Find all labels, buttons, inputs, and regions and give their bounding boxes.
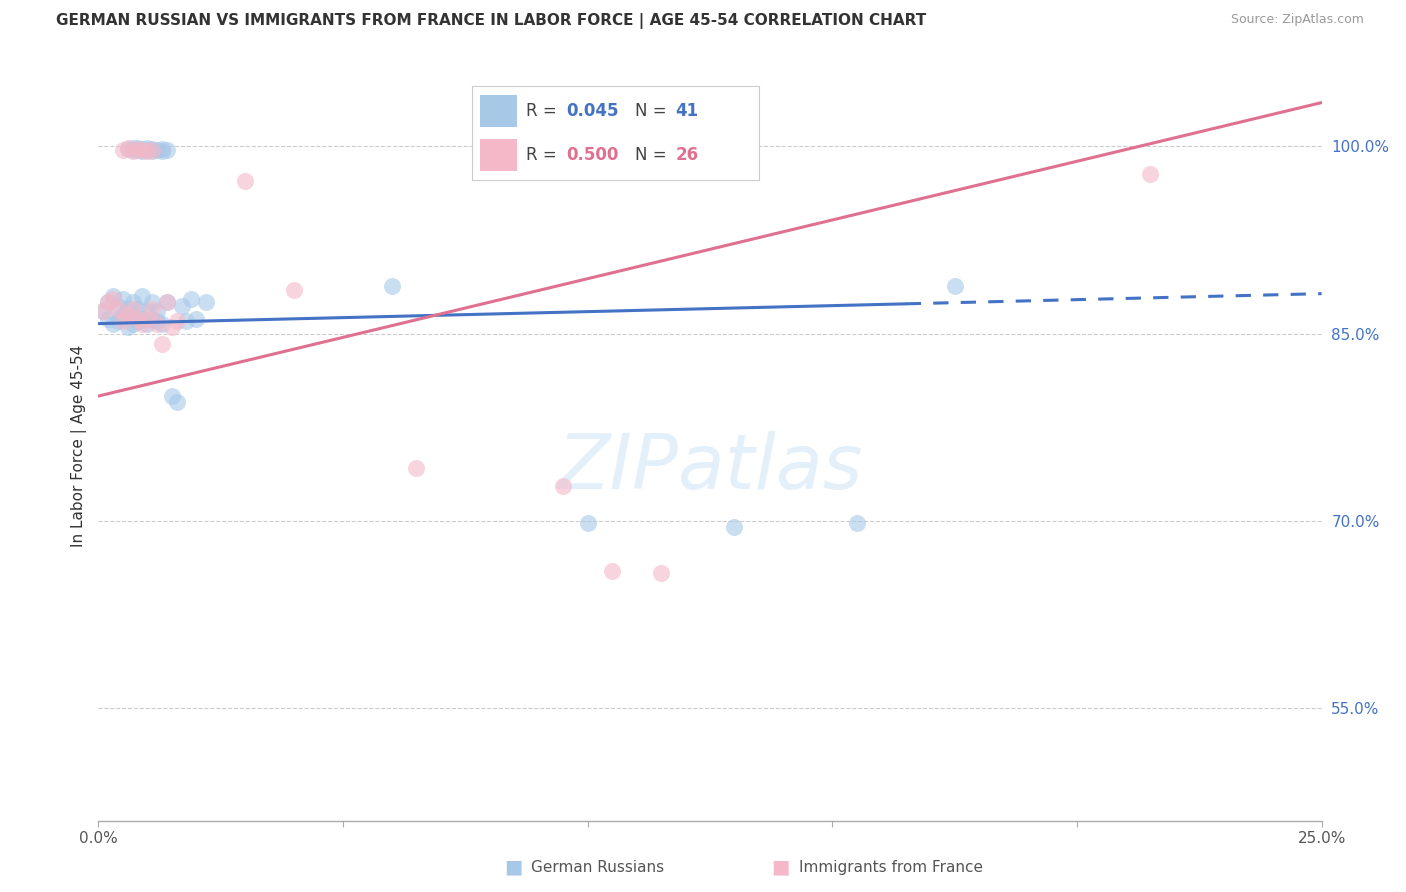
Point [166,395,188,409]
Point [180,292,202,306]
Point [1139,167,1161,181]
Point [141,145,163,159]
Point [141,301,163,316]
Point [111,143,134,157]
Point [121,295,143,310]
Point [91,304,114,318]
Point [121,308,143,322]
Text: ZIPatlas: ZIPatlas [557,432,863,506]
Point [111,308,134,322]
Point [160,389,183,403]
Text: ■: ■ [503,857,523,877]
Point [107,314,129,328]
Text: ■: ■ [770,857,790,877]
Point [136,140,159,154]
Point [170,299,193,313]
Point [141,143,163,157]
Point [127,142,149,156]
Point [101,292,124,306]
Point [156,295,179,310]
Point [127,143,149,157]
Point [405,461,427,475]
Point [127,140,149,154]
Point [176,314,198,328]
Text: Source: ZipAtlas.com: Source: ZipAtlas.com [1230,13,1364,27]
Text: Immigrants from France: Immigrants from France [799,860,983,874]
Point [121,143,143,157]
Point [576,516,599,531]
Point [136,304,159,318]
Point [150,145,173,159]
Point [107,301,129,316]
Point [943,279,966,293]
Point [131,143,153,157]
Point [136,317,159,331]
Point [121,140,143,154]
Point [91,304,114,318]
Point [136,311,159,326]
Point [156,295,179,310]
Point [146,317,169,331]
Point [101,289,124,303]
Point [600,564,623,578]
Point [117,308,139,322]
Point [141,311,163,326]
Point [131,145,153,159]
Point [136,143,159,157]
Point [381,279,404,293]
Point [117,142,139,156]
Point [146,314,169,328]
Point [127,301,149,316]
Point [150,336,173,351]
Point [150,317,173,331]
Point [845,516,868,531]
Point [195,295,218,310]
Point [723,520,745,534]
Point [166,314,188,328]
Point [121,317,143,331]
Point [117,320,139,334]
Point [186,311,208,326]
Point [136,145,159,159]
Text: GERMAN RUSSIAN VS IMMIGRANTS FROM FRANCE IN LABOR FORCE | AGE 45-54 CORRELATION : GERMAN RUSSIAN VS IMMIGRANTS FROM FRANCE… [56,13,927,29]
Point [141,295,163,310]
Point [283,283,305,297]
Point [107,299,129,313]
Point [121,145,143,159]
Point [131,142,153,156]
Point [553,479,575,493]
Point [233,174,256,188]
Text: German Russians: German Russians [531,860,665,874]
Y-axis label: In Labor Force | Age 45-54: In Labor Force | Age 45-54 [72,345,87,547]
Point [146,143,169,157]
Point [127,314,149,328]
Point [111,314,134,328]
Point [97,311,120,326]
Point [127,311,149,326]
Point [131,311,153,326]
Point [650,566,672,581]
Point [160,320,183,334]
Point [117,140,139,154]
Point [146,304,169,318]
Point [111,292,134,306]
Point [156,143,179,157]
Point [97,295,120,310]
Point [150,142,173,156]
Point [131,317,153,331]
Point [97,295,120,310]
Point [101,317,124,331]
Point [141,142,163,156]
Point [117,301,139,316]
Point [131,289,153,303]
Point [121,301,143,316]
